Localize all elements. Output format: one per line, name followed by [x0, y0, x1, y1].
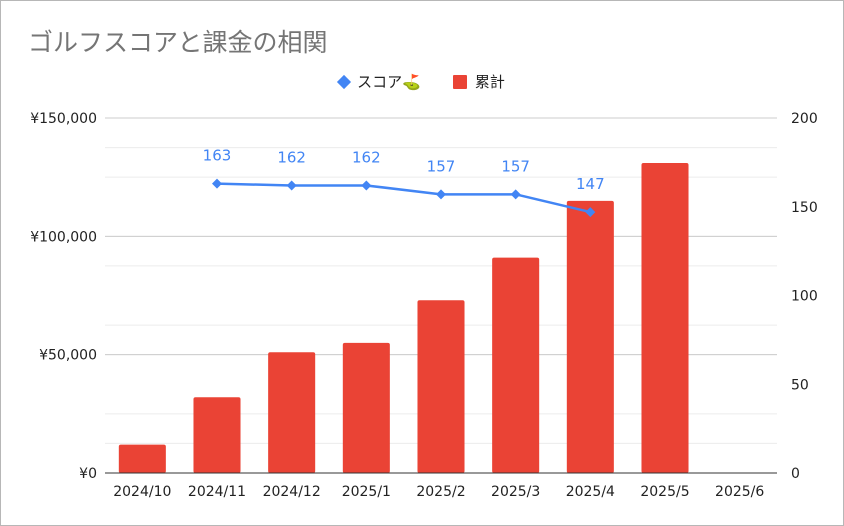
- bar: [492, 257, 540, 473]
- x-tick-label: 2025/1: [342, 484, 391, 500]
- bar: [118, 444, 166, 473]
- score-marker: [585, 207, 596, 218]
- score-data-label: 157: [427, 157, 456, 175]
- y-right-tick-label: 0: [791, 466, 800, 482]
- y-right-tick-label: 100: [791, 289, 818, 305]
- x-tick-label: 2025/3: [491, 484, 540, 500]
- y-left-tick-label: ¥100,000: [30, 229, 97, 245]
- legend-label-score: スコア⛳: [357, 73, 421, 91]
- x-tick-label: 2025/5: [640, 484, 689, 500]
- x-tick-label: 2024/10: [113, 484, 171, 500]
- y-right-tick-label: 50: [791, 377, 809, 393]
- x-tick-label: 2024/11: [188, 484, 246, 500]
- score-marker: [510, 189, 521, 200]
- bar: [268, 352, 316, 473]
- x-tick-label: 2025/6: [715, 484, 764, 500]
- score-marker: [436, 189, 446, 200]
- score-marker: [286, 180, 297, 191]
- score-marker: [361, 180, 372, 191]
- score-data-label: 162: [277, 148, 306, 166]
- score-data-label: 163: [203, 147, 232, 165]
- legend-label-cumulative: 累計: [474, 73, 505, 91]
- score-marker: [212, 178, 222, 189]
- x-tick-label: 2024/12: [263, 484, 321, 500]
- y-left-tick-label: ¥50,000: [39, 348, 97, 364]
- bar: [641, 162, 689, 473]
- y-left-tick-label: ¥150,000: [30, 111, 97, 127]
- chart-title: ゴルフスコアと課金の相関: [28, 28, 328, 57]
- legend-item-cumulative[interactable]: 累計: [452, 71, 505, 92]
- y-right-tick-label: 150: [791, 200, 818, 216]
- legend: スコア⛳ 累計: [1, 71, 843, 92]
- score-line: [216, 182, 591, 214]
- x-tick-label: 2025/2: [416, 484, 465, 500]
- score-data-label: 147: [576, 175, 605, 193]
- bar: [566, 200, 614, 474]
- x-tick-label: 2025/4: [566, 484, 615, 500]
- legend-item-score[interactable]: スコア⛳: [337, 71, 421, 92]
- bar: [193, 397, 241, 473]
- score-data-label: 162: [352, 148, 381, 166]
- y-left-tick-label: ¥0: [79, 466, 97, 482]
- score-data-label: 157: [501, 157, 530, 175]
- bar: [342, 342, 390, 473]
- bar: [417, 300, 465, 473]
- y-right-tick-label: 200: [791, 111, 818, 127]
- square-swatch-icon: [452, 74, 467, 89]
